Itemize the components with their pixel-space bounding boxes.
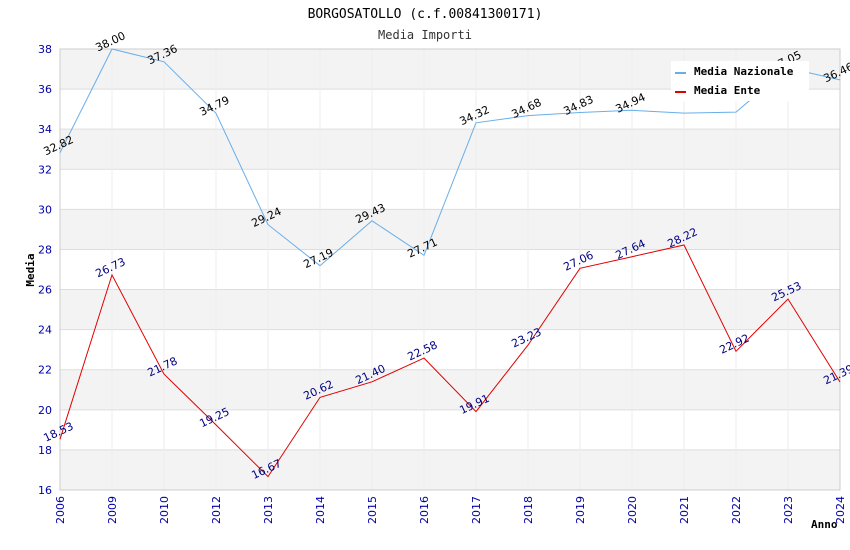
x-tick-label: 2009 — [106, 496, 119, 524]
y-tick-label: 24 — [38, 324, 52, 337]
x-axis-ticks: 2006 2009 2010 2012 2013 2014 2015 2016 2017 2018… — [54, 496, 847, 524]
chart-subtitle: Media Importi — [378, 28, 472, 42]
legend-box — [671, 61, 809, 101]
y-tick-label: 16 — [38, 484, 52, 497]
grid-band — [60, 369, 840, 410]
data-label: 18.53 — [41, 420, 75, 445]
y-tick-label: 20 — [38, 404, 52, 417]
y-tick-label: 18 — [38, 444, 52, 457]
y-tick-label: 22 — [38, 364, 52, 377]
data-label: 22.58 — [405, 338, 439, 363]
y-axis-ticks: 16 18 20 22 24 26 28 30 32 34 36 38 — [38, 43, 52, 497]
data-label: 34.32 — [457, 103, 491, 128]
series-layer — [59, 48, 841, 478]
x-tick-label: 2019 — [574, 496, 587, 524]
x-tick-label: 2023 — [782, 496, 795, 524]
grid-bands — [60, 49, 840, 490]
grid-band — [60, 289, 840, 330]
y-tick-label: 26 — [38, 284, 52, 297]
x-tick-label: 2020 — [626, 496, 639, 524]
plot-area-frame — [59, 48, 841, 491]
x-axis-label: Anno — [811, 518, 838, 531]
data-label: 34.79 — [197, 94, 231, 119]
x-tick-label: 2024 — [834, 496, 847, 524]
x-tick-label: 2012 — [210, 496, 223, 524]
grid-band — [60, 209, 840, 250]
legend: Media Nazionale Media Ente — [671, 61, 809, 101]
series-line-media-nazionale — [59, 48, 841, 267]
x-tick-label: 2018 — [522, 496, 535, 524]
x-tick-label: 2021 — [678, 496, 691, 524]
y-tick-label: 36 — [38, 83, 52, 96]
y-axis-label: Media — [24, 253, 37, 286]
x-tick-label: 2013 — [262, 496, 275, 524]
y-tick-label: 38 — [38, 43, 52, 56]
y-tick-label: 30 — [38, 203, 52, 216]
x-tick-label: 2017 — [470, 496, 483, 524]
x-tick-label: 2016 — [418, 496, 431, 524]
grid-band — [60, 129, 840, 170]
series-line-media-ente — [59, 244, 841, 478]
legend-label-nazionale: Media Nazionale — [694, 65, 794, 78]
grid-lines — [59, 48, 841, 491]
legend-label-ente: Media Ente — [694, 84, 761, 97]
y-tick-label: 28 — [38, 243, 52, 256]
grid-band — [60, 449, 840, 490]
data-label: 34.83 — [561, 93, 595, 118]
x-tick-label: 2006 — [54, 496, 67, 524]
y-tick-label: 34 — [38, 123, 52, 136]
chart-title: BORGOSATOLLO (c.f.00841300171) — [308, 7, 543, 22]
data-label: 34.68 — [509, 96, 543, 121]
y-tick-label: 32 — [38, 163, 52, 176]
x-tick-label: 2015 — [366, 496, 379, 524]
x-tick-label: 2022 — [730, 496, 743, 524]
data-label: 26.73 — [93, 255, 127, 280]
x-tick-label: 2010 — [158, 496, 171, 524]
data-label: 34.94 — [613, 91, 647, 116]
data-label: 22.92 — [717, 332, 751, 357]
x-tick-label: 2014 — [314, 496, 327, 524]
